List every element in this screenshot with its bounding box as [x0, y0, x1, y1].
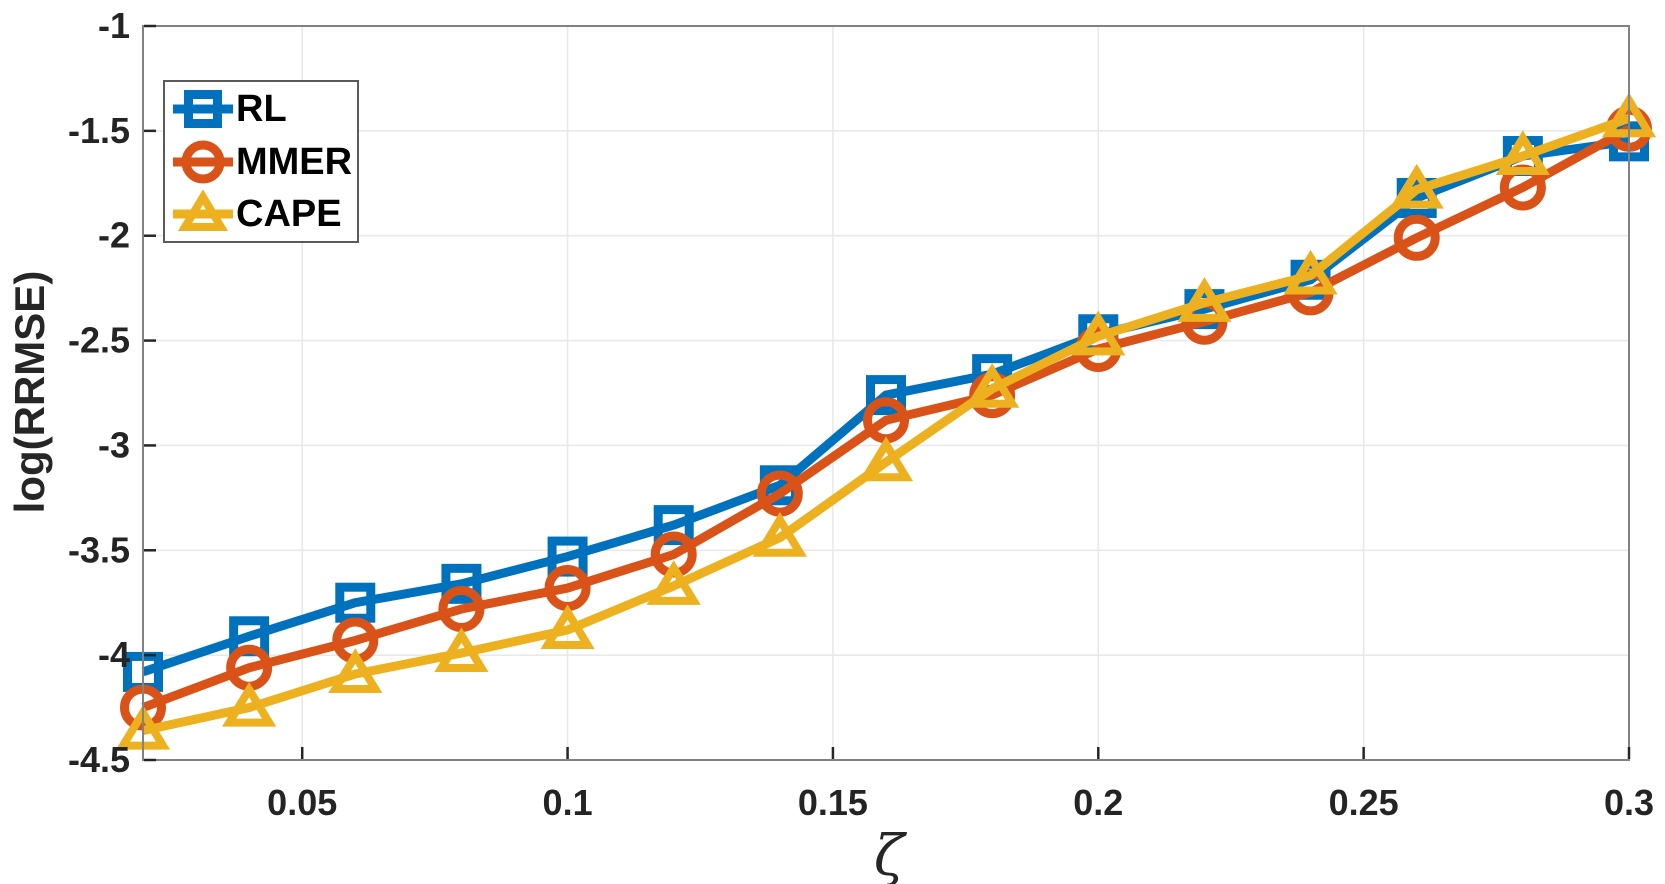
- data-point-marker: [1393, 214, 1440, 261]
- data-point-marker: [434, 627, 489, 673]
- square-legend-icon: [173, 90, 233, 129]
- legend-label: CAPE: [236, 192, 342, 235]
- axes-box: [142, 25, 1630, 761]
- y-axis-label: log(RRMSE): [6, 270, 53, 514]
- tick-marks: [144, 24, 1631, 762]
- x-tick-label: 0.3: [1604, 782, 1654, 823]
- data-point-marker: [653, 505, 694, 546]
- legend-marker: [177, 189, 229, 231]
- legend-item-rl: RL: [171, 84, 357, 134]
- y-tick-label: -3: [98, 424, 130, 465]
- x-tick-label: 0.25: [1329, 782, 1399, 823]
- data-point-marker: [646, 560, 701, 605]
- series-cape: [115, 92, 1657, 750]
- y-tick-label: -2.5: [68, 320, 130, 361]
- series-line-cape: [142, 114, 1631, 736]
- data-point-marker: [540, 604, 595, 649]
- y-tick-label: -2: [98, 215, 130, 256]
- data-point-marker: [1177, 277, 1232, 322]
- data-point-marker: [441, 563, 482, 604]
- data-point-marker: [965, 363, 1020, 408]
- x-axis-label: ζ: [873, 824, 905, 884]
- legend-label: RL: [236, 88, 287, 131]
- data-point-marker: [1071, 310, 1126, 356]
- data-point-marker: [1283, 249, 1338, 295]
- data-point-marker: [1389, 163, 1444, 209]
- x-tick-label: 0.15: [798, 782, 868, 823]
- triangle-legend-icon: [173, 189, 233, 231]
- legend-item-mmer: MMER: [171, 137, 357, 187]
- legend: RL MMER CAPE: [163, 80, 359, 243]
- tick-labels: 0.05 0.1 0.15 0.2 0.25 0.3 -4.5 -4 -3.5 -3 -2.5 -2 -…: [68, 5, 1654, 823]
- y-tick-label: -1: [98, 5, 130, 46]
- data-point-marker: [1495, 130, 1550, 176]
- data-point-marker: [866, 375, 906, 416]
- circle-legend-icon: [173, 140, 233, 183]
- data-point-marker: [328, 648, 383, 694]
- data-point-marker: [752, 511, 807, 557]
- legend-label: MMER: [236, 140, 353, 183]
- x-tick-label: 0.1: [543, 782, 593, 823]
- series-line-mmer: [141, 124, 1632, 712]
- legend-item-cape: CAPE: [171, 189, 357, 239]
- data-point-marker: [858, 436, 914, 482]
- y-tick-label: -1.5: [68, 110, 130, 151]
- x-tick-label: 0.05: [267, 782, 337, 823]
- y-tick-label: -4: [98, 634, 130, 675]
- legend-marker: [181, 140, 225, 183]
- y-tick-label: -3.5: [68, 529, 130, 570]
- y-tick-label: -4.5: [68, 739, 130, 780]
- data-point-marker: [222, 681, 277, 727]
- legend-marker: [184, 90, 222, 129]
- x-tick-label: 0.2: [1073, 782, 1123, 823]
- series-line-rl: [141, 136, 1630, 677]
